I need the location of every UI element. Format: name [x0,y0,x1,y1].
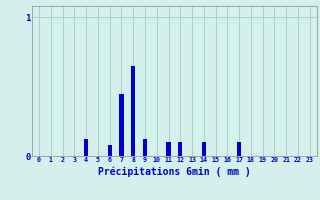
Bar [119,94,124,156]
Bar [84,139,88,156]
Bar [202,142,206,156]
Bar [108,145,112,156]
Bar [131,66,135,156]
X-axis label: Précipitations 6min ( mm ): Précipitations 6min ( mm ) [98,166,251,177]
Bar [178,142,182,156]
Bar [237,142,241,156]
Bar [166,142,171,156]
Bar [143,139,147,156]
